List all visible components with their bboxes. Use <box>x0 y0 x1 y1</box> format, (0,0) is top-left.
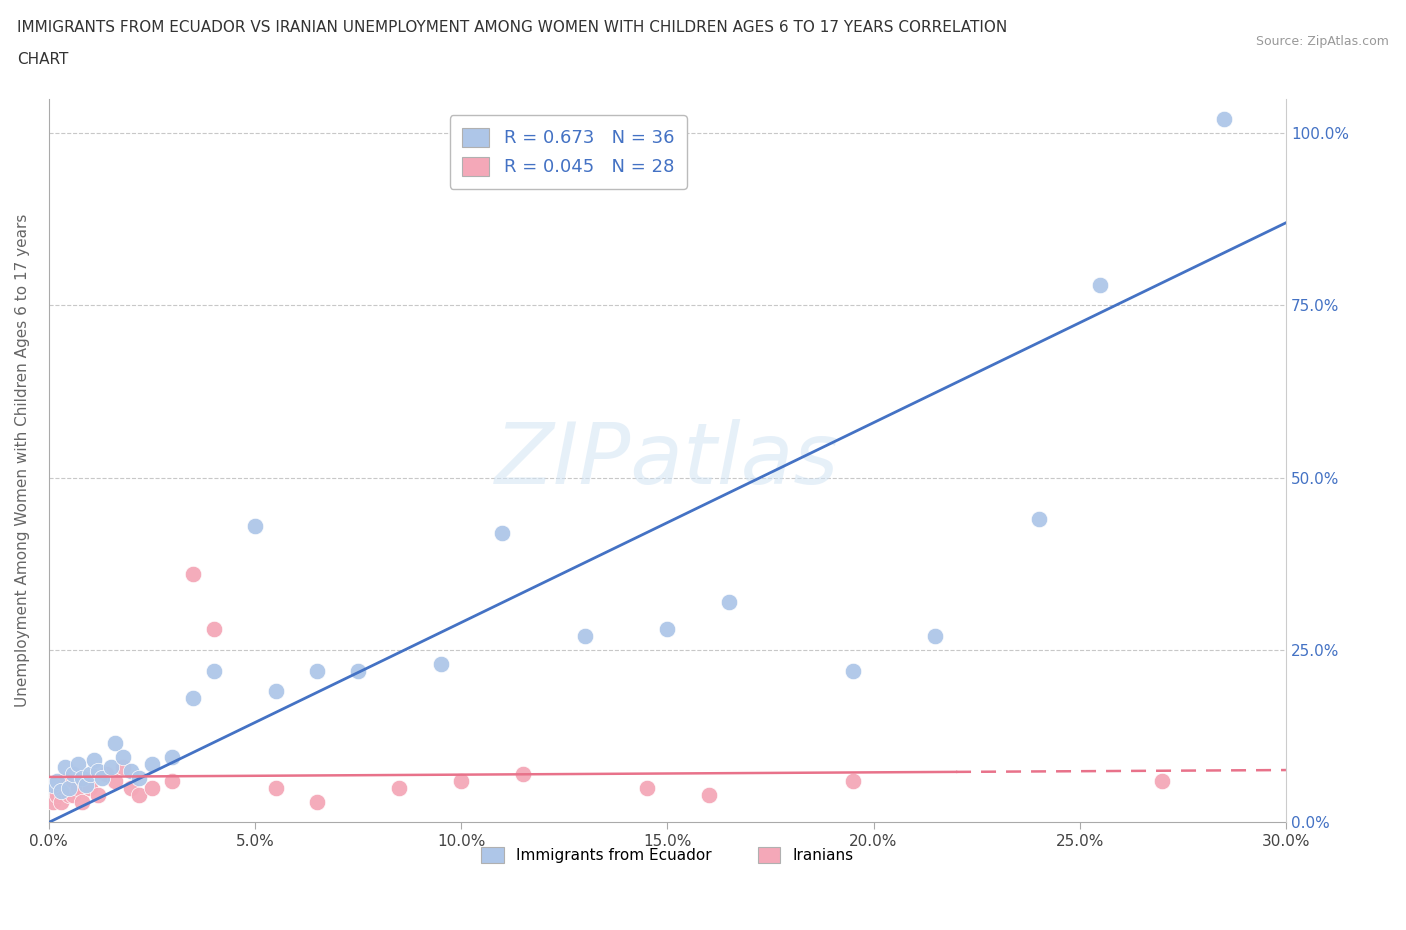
Point <box>243 519 266 534</box>
Point <box>305 663 328 678</box>
Point <box>636 780 658 795</box>
Point <box>1152 774 1174 789</box>
Point <box>388 780 411 795</box>
Point <box>264 780 287 795</box>
Point <box>181 567 204 582</box>
Point <box>924 629 946 644</box>
Point <box>264 684 287 699</box>
Point <box>58 780 80 795</box>
Point <box>42 777 65 792</box>
Text: CHART: CHART <box>17 52 69 67</box>
Point <box>842 774 865 789</box>
Point <box>111 750 134 764</box>
Point <box>1213 112 1236 126</box>
Point <box>70 770 93 785</box>
Point <box>141 780 163 795</box>
Point <box>87 788 110 803</box>
Point <box>100 760 122 775</box>
Point <box>512 766 534 781</box>
Point <box>181 691 204 706</box>
Point <box>842 663 865 678</box>
Point <box>49 794 72 809</box>
Point <box>491 525 513 540</box>
Point <box>450 774 472 789</box>
Point <box>46 774 69 789</box>
Point <box>49 784 72 799</box>
Point <box>120 780 142 795</box>
Point <box>162 774 184 789</box>
Point <box>120 764 142 778</box>
Point <box>128 770 150 785</box>
Point <box>162 750 184 764</box>
Point <box>657 622 679 637</box>
Point <box>42 794 65 809</box>
Text: ZIPatlas: ZIPatlas <box>495 419 839 502</box>
Y-axis label: Unemployment Among Women with Children Ages 6 to 17 years: Unemployment Among Women with Children A… <box>15 214 30 707</box>
Point <box>1090 277 1112 292</box>
Point <box>347 663 370 678</box>
Point <box>53 774 76 789</box>
Legend: Immigrants from Ecuador, Iranians: Immigrants from Ecuador, Iranians <box>475 841 860 869</box>
Point <box>1028 512 1050 526</box>
Point <box>305 794 328 809</box>
Point <box>79 766 101 781</box>
Point <box>79 780 101 795</box>
Point <box>46 788 69 803</box>
Point <box>718 594 741 609</box>
Text: Source: ZipAtlas.com: Source: ZipAtlas.com <box>1256 35 1389 48</box>
Point <box>83 753 105 768</box>
Point <box>141 756 163 771</box>
Text: IMMIGRANTS FROM ECUADOR VS IRANIAN UNEMPLOYMENT AMONG WOMEN WITH CHILDREN AGES 6: IMMIGRANTS FROM ECUADOR VS IRANIAN UNEMP… <box>17 20 1007 35</box>
Point <box>697 788 720 803</box>
Point <box>62 766 84 781</box>
Point <box>66 780 89 795</box>
Point <box>429 657 451 671</box>
Point <box>96 766 118 781</box>
Point <box>128 788 150 803</box>
Point <box>66 756 89 771</box>
Point <box>111 760 134 775</box>
Point <box>75 777 97 792</box>
Point <box>202 622 225 637</box>
Point <box>574 629 596 644</box>
Point <box>104 736 127 751</box>
Point <box>91 770 114 785</box>
Point <box>58 788 80 803</box>
Point <box>62 788 84 803</box>
Point <box>104 774 127 789</box>
Point <box>202 663 225 678</box>
Point <box>53 760 76 775</box>
Point <box>87 764 110 778</box>
Point <box>70 794 93 809</box>
